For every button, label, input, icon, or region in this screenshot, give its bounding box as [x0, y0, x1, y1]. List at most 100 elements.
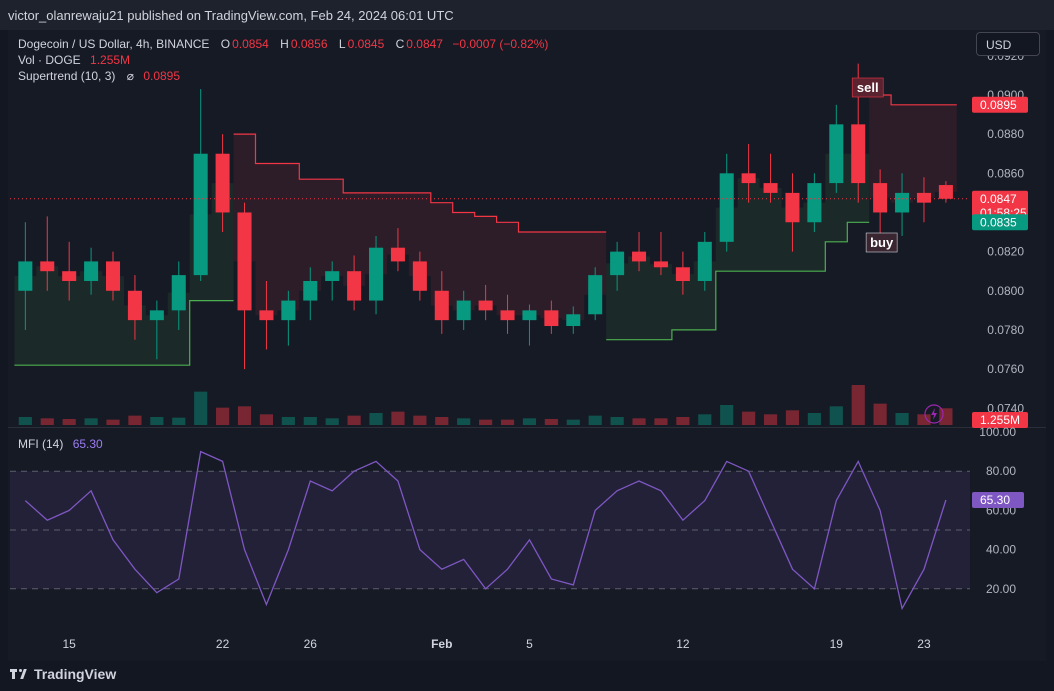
tradingview-brand[interactable]: TradingView: [10, 666, 116, 682]
candle-body: [873, 183, 888, 213]
price-tick-label: 0.0820: [987, 245, 1024, 259]
candle-body: [500, 310, 515, 321]
price-badge-value: 0.0835: [980, 215, 1017, 229]
volume-bar: [413, 415, 427, 425]
candle-body: [653, 261, 668, 268]
volume-bar: [895, 413, 909, 425]
signal-box: [851, 77, 884, 98]
candle-body: [829, 124, 844, 184]
volume-bar: [172, 417, 186, 425]
candle-body: [916, 192, 931, 203]
symbol-legend: Dogecoin / US Dollar, 4h, BINANCE O 0.085…: [18, 37, 550, 51]
volume-bar: [632, 418, 646, 425]
candle-body: [763, 183, 778, 193]
candle-body: [106, 261, 121, 291]
candle-body: [938, 185, 953, 199]
price-tick-label: 0.0760: [987, 362, 1024, 376]
volume-legend: Vol · DOGE 1.255M: [18, 53, 132, 67]
supertrend-symbol: ⌀: [126, 69, 134, 83]
low-value: 0.0845: [347, 37, 385, 51]
volume-bar: [259, 414, 274, 425]
candle-body: [851, 124, 866, 184]
price-tick-label: 0.0740: [987, 401, 1024, 415]
volume-bar: [106, 419, 120, 425]
price-badge-value: 0.0895: [980, 98, 1017, 112]
volume-bar: [84, 418, 98, 425]
volume-bar: [216, 407, 230, 425]
volume-bar: [128, 415, 142, 425]
supertrend-line: [869, 94, 957, 106]
high-label: H: [280, 37, 289, 51]
footer: [0, 661, 1054, 691]
candle-body: [807, 183, 822, 223]
candle-body: [237, 212, 252, 311]
candle-body: [347, 271, 362, 301]
price-tick-label: 0.0780: [987, 323, 1024, 337]
candle-body: [259, 310, 274, 321]
x-tick-label: 19: [830, 637, 844, 651]
x-tick-label: 22: [216, 637, 230, 651]
price-badge: [972, 190, 1028, 221]
candle-body: [390, 247, 405, 262]
x-tick-label: 23: [917, 637, 931, 651]
price-badge: [972, 96, 1028, 113]
volume-bar: [829, 406, 843, 425]
volume-bar: [281, 417, 295, 425]
price-badge: [972, 214, 1028, 231]
supertrend-label: Supertrend (10, 3): [18, 69, 116, 83]
volume-bar: [391, 411, 405, 425]
x-tick-label: 15: [62, 637, 76, 651]
mfi-tick-label: 20.00: [986, 582, 1016, 596]
volume-bar: [303, 417, 317, 425]
candle-body: [741, 173, 756, 184]
volume-bar: [939, 408, 953, 425]
volume-bar: [544, 419, 558, 425]
price-badge-value: 0.0847: [980, 192, 1017, 206]
lightning-icon: [924, 404, 944, 424]
candle-body: [369, 247, 384, 301]
candle-body: [303, 280, 318, 301]
symbol-title: Dogecoin / US Dollar, 4h, BINANCE: [18, 37, 210, 51]
mfi-value: 65.30: [72, 437, 103, 451]
chart-panel[interactable]: [8, 30, 1046, 661]
volume-bar: [435, 417, 449, 425]
candle-body: [149, 310, 164, 321]
currency-button[interactable]: USD: [976, 32, 1040, 56]
candle-body: [325, 271, 340, 281]
mfi-badge-value: 65.30: [980, 493, 1010, 507]
candle-body: [281, 300, 296, 321]
candle-body: [40, 261, 55, 272]
price-tick-label: 0.0880: [987, 127, 1024, 141]
open-value: 0.0854: [232, 37, 269, 51]
supertrend-line: [606, 221, 870, 341]
candle-body: [434, 290, 449, 321]
volume-bar: [654, 418, 668, 425]
volume-label: Vol · DOGE: [18, 53, 81, 67]
volume-bar: [807, 413, 821, 425]
candle-body: [610, 251, 625, 276]
supertrend-fill: [869, 95, 957, 203]
published-header: victor_olanrewaju21 published on Trading…: [0, 0, 1054, 30]
signal-label: buy: [870, 235, 894, 250]
volume-bar: [566, 419, 580, 425]
candle-body: [566, 314, 581, 327]
volume-value: 1.255M: [90, 53, 131, 67]
low-label: L: [338, 37, 346, 51]
candle-body: [171, 275, 186, 311]
volume-bar: [522, 418, 537, 425]
volume-bar: [457, 418, 471, 425]
volume-bar: [873, 403, 887, 425]
supertrend-fill: [606, 153, 870, 340]
candle-body: [193, 153, 208, 276]
volume-bar: [150, 417, 164, 425]
volume-bar: [40, 418, 54, 425]
candle-body: [478, 300, 493, 311]
publisher-text: victor_olanrewaju21 published on Trading…: [8, 8, 454, 23]
candle-body: [895, 192, 910, 213]
open-label: O: [220, 37, 231, 51]
mfi-tick-label: 80.00: [986, 464, 1016, 478]
mfi-line: [24, 450, 947, 611]
volume-bar: [851, 385, 865, 425]
volume-bar: [347, 415, 361, 425]
